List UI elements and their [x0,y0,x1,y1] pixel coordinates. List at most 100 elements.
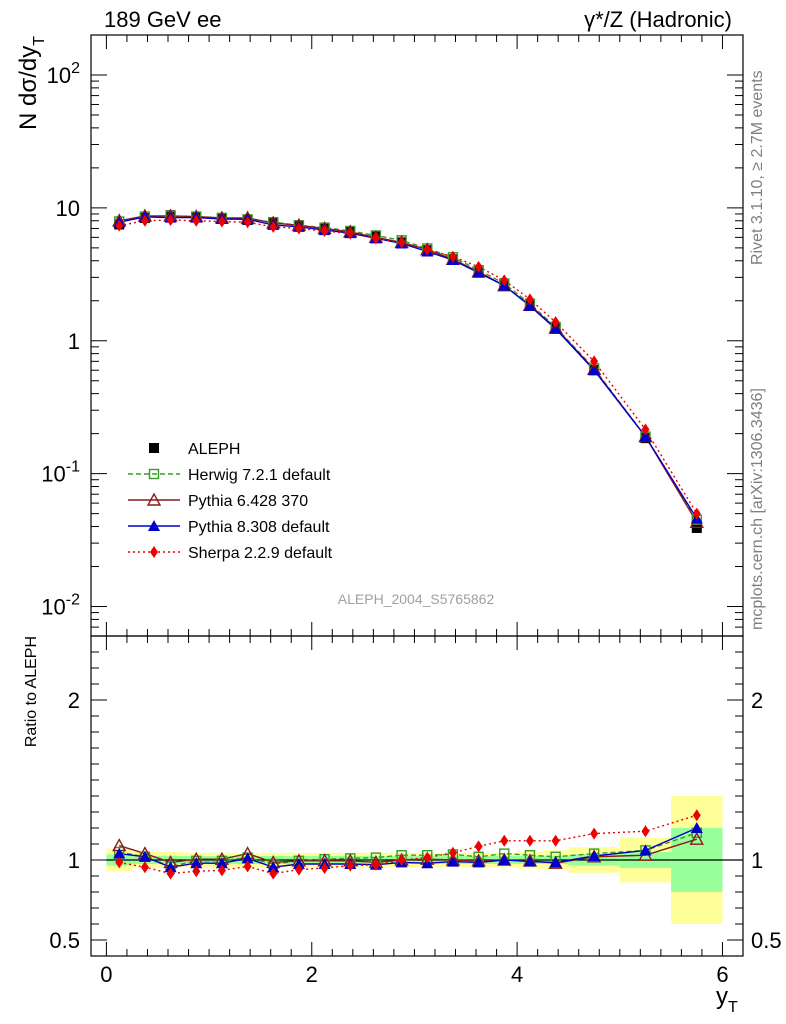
ratio-point-sherpa [474,840,483,853]
main-point-sherpa [474,260,483,273]
main-point-sherpa [115,219,124,232]
main-line-sherpa [119,219,698,514]
ratio-point-pythia8 [241,852,254,864]
legend-marker-pythia6 [146,492,162,506]
main-panel: 10-2 10-1 1 10 102 [41,34,744,637]
ratio-point-pythia8 [215,857,228,869]
ratio-point-pythia8 [690,822,703,833]
ratio-point-sherpa [397,854,406,866]
ratio-point-pythia8 [523,855,536,867]
legend-label-data: ALEPH [188,441,240,458]
main-y-tick-label: 1 [68,329,80,354]
ratio-point-pythia8 [267,861,280,873]
ratio-point-sherpa [525,834,534,847]
legend-label-sherpa: Sherpa 2.2.9 default [188,545,333,562]
main-y-axis-title: N dσ/dyT [15,36,48,130]
ratio-point-pythia8 [588,850,601,861]
x-tick-label: 6 [716,962,728,987]
main-point-sherpa [192,214,201,227]
main-series [112,208,704,533]
ratio-y-axis-title: Ratio to ALEPH [23,636,40,747]
legend-marker-herwig [148,468,160,480]
ratio-point-pythia8 [639,844,652,856]
main-point-sherpa [269,220,278,233]
x-tick-label: 2 [306,962,318,987]
mcplots-label: mcplots.cern.ch [arXiv:1306.3436] [749,388,766,630]
main-point-pythia8 [549,322,562,334]
main-point-sherpa [346,227,355,240]
main-point-sherpa [641,423,650,436]
ratio-point-pythia8 [498,854,511,865]
main-point-sherpa [371,232,380,245]
main-point-sherpa [397,236,406,249]
analysis-watermark: ALEPH_2004_S5765862 [338,591,495,607]
header-left: 189 GeV ee [104,7,221,32]
main-point-sherpa [423,243,432,256]
ratio-y-tick-label-right: 0.5 [751,928,782,953]
ratio-point-sherpa [192,865,201,878]
ratio-point-pythia8 [113,847,126,859]
ratio-frame [90,635,744,957]
ratio-point-pythia8 [549,856,562,868]
x-tick-label: 0 [100,962,112,987]
legend-label-pythia8: Pythia 8.308 default [188,519,330,536]
ratio-line-sherpa [119,814,698,875]
ratio-panel: 0.5 0.5 1 1 2 2 0 2 4 6 [49,635,782,987]
ratio-point-sherpa [423,851,432,864]
main-point-sherpa [500,274,509,287]
main-point-sherpa [525,293,534,306]
ratio-point-sherpa [269,867,278,880]
main-point-sherpa [243,216,252,229]
legend-label-pythia6: Pythia 6.428 370 [188,493,308,510]
ratio-point-sherpa [346,859,355,872]
ratio-point-sherpa [500,834,509,847]
legend-label-herwig: Herwig 7.2.1 default [188,467,331,484]
main-point-sherpa [551,316,560,329]
main-point-pythia8 [523,299,536,311]
main-point-sherpa [217,215,226,228]
ratio-y-tick-label-right: 1 [751,848,763,873]
ratio-point-pythia8 [446,855,459,867]
ratio-point-sherpa [320,862,329,874]
ratio-series [106,809,743,880]
ratio-point-sherpa [590,827,599,840]
ratio-y-tick-label-left: 2 [68,688,80,713]
ratio-point-pythia8 [472,856,485,868]
ratio-point-sherpa [448,846,457,859]
ratio-point-sherpa [243,860,252,873]
rivet-version-label: Rivet 3.1.10, ≥ 2.7M events [749,70,766,265]
main-point-pythia8 [588,364,601,376]
main-point-sherpa [320,224,329,237]
ratio-point-pythia8 [190,857,203,869]
header-right: γ*/Z (Hadronic) [584,7,732,32]
ratio-point-sherpa [166,867,175,880]
ratio-point-pythia8 [138,850,151,862]
main-point-pythia8 [639,430,652,442]
x-axis-title: yT [716,983,738,1016]
ratio-point-sherpa [217,864,226,877]
legend-marker-data [149,443,159,453]
ratio-y-tick-label-right: 2 [751,688,763,713]
ratio-point-pythia8 [292,858,305,869]
ratio-point-sherpa [371,858,380,871]
ratio-point-sherpa [692,809,701,822]
legend-marker-pythia8 [148,520,160,531]
main-point-sherpa [692,507,701,520]
ratio-point-pythia8 [164,861,177,873]
main-point-sherpa [294,222,303,235]
ratio-point-sherpa [551,834,560,847]
main-y-tick-label: 102 [47,60,80,88]
main-y-tick-label: 10-1 [41,459,80,487]
main-point-sherpa [590,355,599,368]
ratio-point-pythia6 [689,831,704,845]
x-tick-label: 4 [511,962,523,987]
main-point-sherpa [140,214,149,227]
main-point-sherpa [448,250,457,263]
ratio-y-tick-label-left: 0.5 [49,928,80,953]
ratio-y-tick-label-left: 1 [68,848,80,873]
ratio-point-sherpa [140,861,149,874]
ratio-point-sherpa [115,856,124,869]
main-point-sherpa [166,214,175,227]
main-y-tick-label: 10-2 [41,592,80,620]
